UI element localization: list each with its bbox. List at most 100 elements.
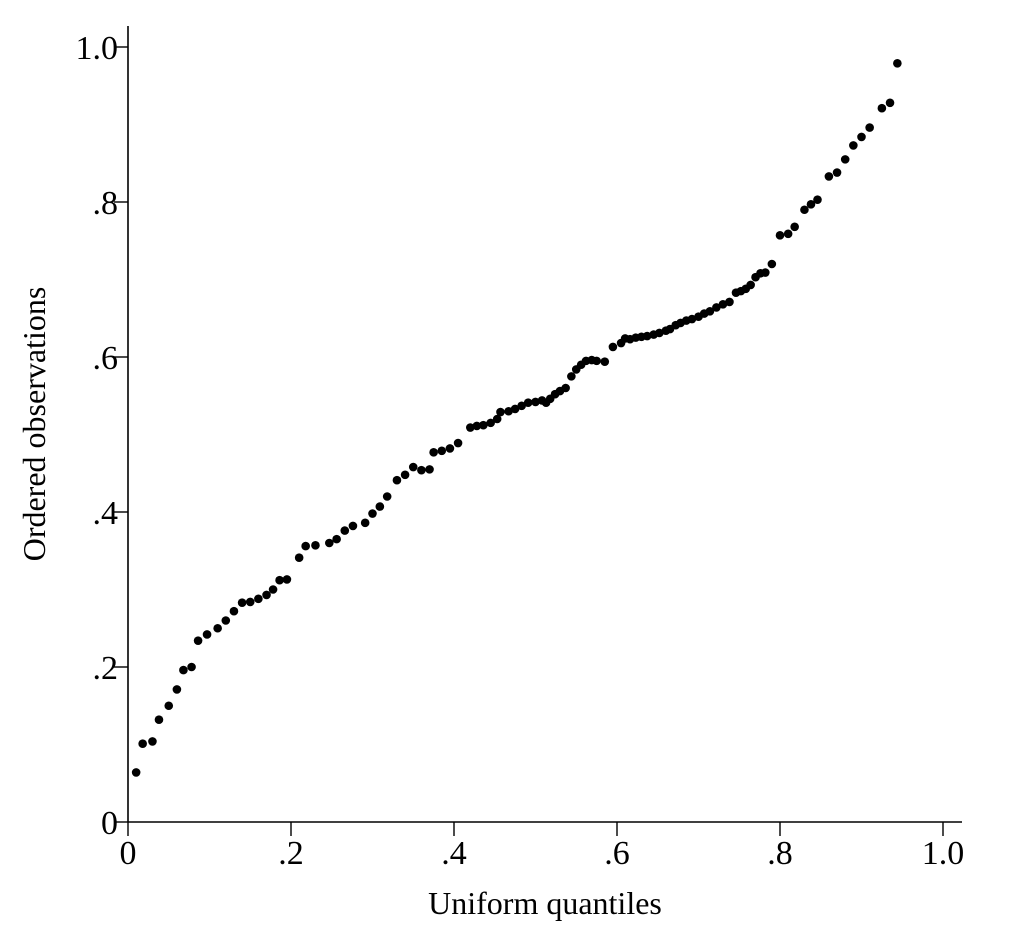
data-point xyxy=(705,306,715,316)
data-point xyxy=(832,168,842,177)
y-tick-label: .6 xyxy=(93,340,119,377)
data-point xyxy=(687,314,697,324)
data-point xyxy=(294,553,304,563)
y-tick-label: .4 xyxy=(93,495,119,532)
y-tick-label: .8 xyxy=(93,185,119,222)
data-point xyxy=(268,585,278,594)
data-point xyxy=(138,739,147,749)
data-point xyxy=(154,715,164,724)
data-point xyxy=(368,509,377,518)
data-point xyxy=(417,465,426,475)
data-point xyxy=(790,222,799,232)
data-point xyxy=(592,356,601,366)
data-point xyxy=(746,280,755,290)
data-point xyxy=(375,502,385,511)
data-point xyxy=(492,414,502,424)
data-point xyxy=(213,623,222,633)
data-point xyxy=(382,492,392,501)
data-point xyxy=(517,401,526,411)
data-point xyxy=(712,303,721,312)
data-point xyxy=(783,229,793,239)
data-point xyxy=(466,423,475,432)
data-point xyxy=(245,597,255,607)
data-point xyxy=(767,259,777,269)
y-tick-label: .2 xyxy=(93,650,119,687)
data-point xyxy=(761,268,770,277)
data-point xyxy=(865,123,874,132)
data-point xyxy=(408,462,418,472)
data-point xyxy=(608,342,618,352)
data-point xyxy=(453,438,463,448)
data-point xyxy=(221,616,231,625)
data-point xyxy=(567,372,576,381)
x-tick-label: .8 xyxy=(767,835,793,872)
data-point xyxy=(600,357,610,366)
data-point xyxy=(486,418,495,428)
data-point xyxy=(718,300,728,309)
data-point xyxy=(237,598,247,607)
data-point xyxy=(445,444,455,453)
data-point xyxy=(311,541,320,550)
data-point xyxy=(425,465,434,474)
data-point xyxy=(531,397,540,407)
data-point xyxy=(725,297,734,307)
data-point xyxy=(301,541,310,551)
data-points xyxy=(131,58,902,777)
data-point xyxy=(282,575,292,584)
data-point xyxy=(340,526,350,535)
data-point xyxy=(275,575,284,585)
data-point xyxy=(479,420,488,430)
data-point xyxy=(877,103,887,113)
data-point xyxy=(504,406,513,416)
data-point xyxy=(523,398,533,408)
data-point xyxy=(655,328,664,338)
data-point xyxy=(496,407,505,417)
x-axis-ticks: 0 .2 .4 .6 .8 1.0 xyxy=(120,822,965,872)
x-axis-title: Uniform quantiles xyxy=(428,885,662,921)
data-point xyxy=(187,662,196,672)
data-point xyxy=(332,534,341,544)
data-point xyxy=(561,383,570,393)
data-point xyxy=(164,701,174,711)
data-point xyxy=(325,538,334,548)
data-point xyxy=(885,98,895,108)
data-point xyxy=(193,636,203,645)
y-axis-ticks: 0 .2 .4 .6 .8 1.0 xyxy=(76,30,128,842)
data-point xyxy=(437,446,447,456)
data-point xyxy=(813,195,822,204)
data-point xyxy=(131,768,141,777)
data-point xyxy=(510,404,520,414)
x-tick-label: 0 xyxy=(120,835,137,872)
data-point xyxy=(262,590,271,600)
data-point xyxy=(254,594,263,604)
data-point xyxy=(392,475,402,485)
data-point xyxy=(806,200,816,209)
data-point xyxy=(857,132,866,142)
data-point xyxy=(840,155,850,164)
data-point xyxy=(893,58,902,68)
data-point xyxy=(775,231,785,240)
data-point xyxy=(360,518,370,528)
data-point xyxy=(202,630,212,639)
data-point xyxy=(824,172,834,181)
x-tick-label: .6 xyxy=(604,835,630,872)
x-tick-label: .4 xyxy=(441,835,467,872)
data-point xyxy=(348,521,358,531)
data-point xyxy=(849,141,858,150)
data-point xyxy=(400,470,410,480)
data-point xyxy=(179,665,188,675)
y-tick-label: 0 xyxy=(101,805,118,842)
data-point xyxy=(172,685,182,694)
x-tick-label: .2 xyxy=(278,835,304,872)
data-point xyxy=(472,421,482,431)
x-tick-label: 1.0 xyxy=(922,835,965,872)
data-point xyxy=(229,606,239,616)
y-axis-title: Ordered observations xyxy=(16,287,52,562)
data-point xyxy=(429,448,438,457)
data-point xyxy=(800,205,809,215)
data-point xyxy=(642,331,652,341)
y-tick-label: 1.0 xyxy=(76,30,119,67)
data-point xyxy=(148,737,157,746)
